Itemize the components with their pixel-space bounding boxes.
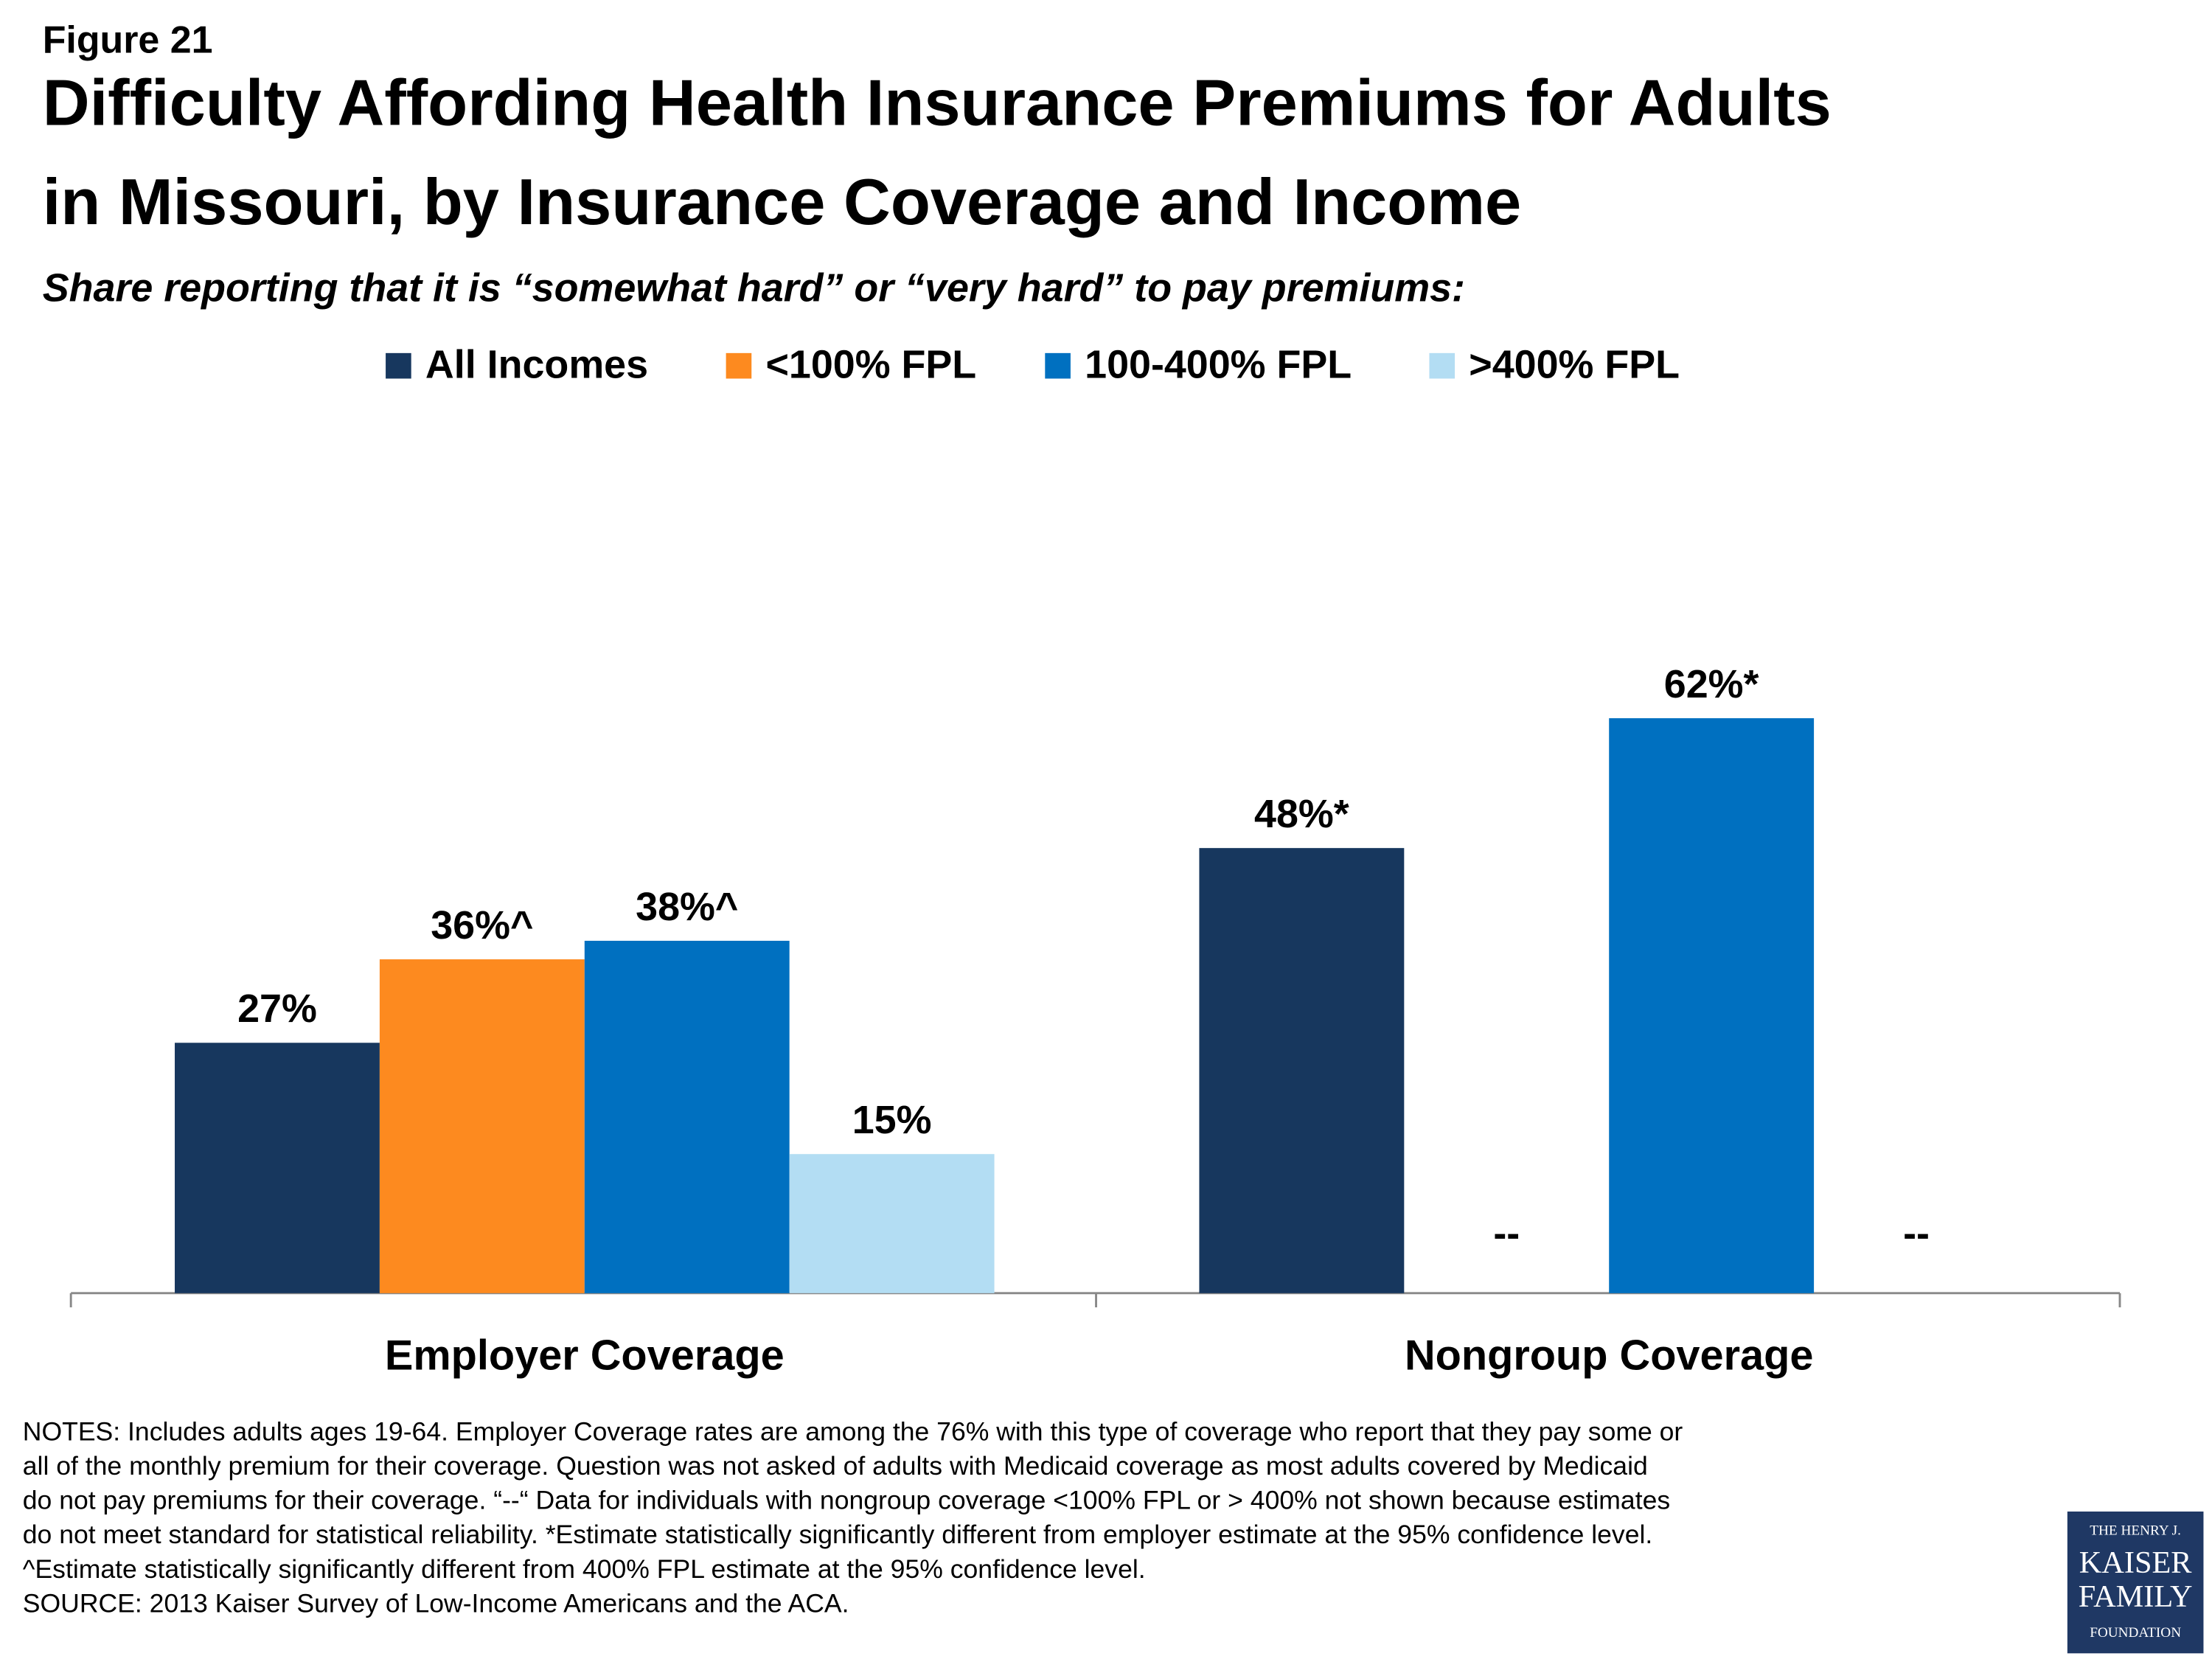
legend-swatch [726,352,752,379]
bar [1609,718,1815,1293]
value-label: -- [1903,1211,1930,1256]
bar [379,959,585,1293]
note: ^Estimate statistically significantly di… [23,1554,1146,1584]
note: SOURCE: 2013 Kaiser Survey of Low-Income… [23,1588,849,1618]
legend-label: >400% FPL [1469,342,1680,386]
note: do not meet standard for statistical rel… [23,1520,1653,1549]
legend-label: <100% FPL [765,342,976,386]
legend-label: 100-400% FPL [1085,342,1352,386]
x-tick-label: Nongroup Coverage [1405,1332,1813,1380]
value-label: 62%* [1664,662,1759,706]
x-tick-label: Employer Coverage [385,1332,785,1380]
logo-text: FAMILY [2079,1579,2193,1614]
bar [789,1154,995,1293]
bar [1199,848,1405,1293]
figure-label: Figure 21 [43,18,213,61]
value-label: 48%* [1254,792,1349,836]
legend-swatch [1045,352,1071,379]
legend-label: All Incomes [425,342,648,386]
logo: THE HENRY J. KAISER FAMILY FOUNDATION [2067,1512,2204,1654]
legend-swatch [386,352,411,379]
logo-text: KAISER [2079,1545,2193,1580]
note: NOTES: Includes adults ages 19-64. Emplo… [23,1417,1683,1447]
logo-box [2067,1512,2204,1654]
value-label: 27% [237,987,317,1031]
note: do not pay premiums for their coverage. … [23,1486,1670,1515]
chart-title: in Missouri, by Insurance Coverage and I… [43,165,1522,238]
bar [175,1043,380,1293]
value-label: 15% [852,1098,932,1142]
value-label: 36%^ [431,903,533,947]
logo-text: FOUNDATION [2090,1625,2181,1641]
value-label: 38%^ [636,885,738,929]
chart-subtitle: Share reporting that it is “somewhat har… [43,265,1465,310]
bar [584,940,790,1293]
logo-text: THE HENRY J. [2090,1523,2181,1538]
note: all of the monthly premium for their cov… [23,1451,1648,1481]
legend-swatch [1429,352,1455,379]
value-label: -- [1493,1211,1520,1256]
chart-title: Difficulty Affording Health Insurance Pr… [43,66,1832,139]
